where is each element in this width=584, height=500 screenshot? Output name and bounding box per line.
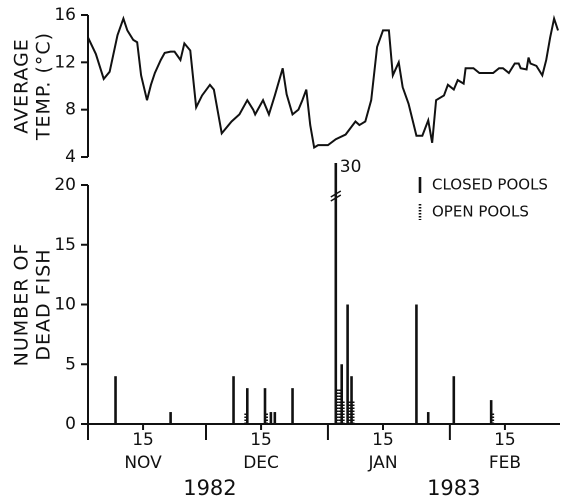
y-tick-label: 4: [65, 147, 76, 167]
x-tick-label: 15: [132, 430, 154, 450]
y-axis-label: AVERAGE: [11, 38, 33, 134]
y-axis-label: TEMP. (°C): [33, 32, 55, 141]
x-tick-label: 15: [372, 430, 394, 450]
legend-label: CLOSED POOLS: [432, 176, 548, 194]
data-label: 30: [340, 157, 362, 177]
month-label: JAN: [367, 453, 397, 473]
y-tick-label: 5: [65, 354, 76, 374]
temperature-line: [87, 14, 559, 150]
x-tick-label: 15: [250, 430, 272, 450]
y-tick-label: 20: [54, 175, 76, 195]
year-label: 1983: [427, 476, 480, 500]
y-tick-label: 15: [54, 235, 76, 255]
y-axis-label: NUMBER OF: [11, 243, 33, 367]
y-tick-label: 12: [54, 52, 76, 72]
y-tick-label: 10: [54, 295, 76, 315]
bars: [114, 163, 495, 424]
x-tick-label: 15: [494, 430, 516, 450]
y-tick-label: 8: [65, 100, 76, 120]
month-label: DEC: [243, 453, 279, 473]
month-label: FEB: [489, 453, 521, 473]
y-tick-label: 0: [65, 414, 76, 434]
axis-break: [330, 190, 342, 202]
year-label: 1982: [183, 476, 236, 500]
y-axis-label: DEAD FISH: [33, 248, 55, 360]
month-label: NOV: [124, 453, 162, 473]
y-tick-label: 16: [54, 5, 76, 25]
legend-label: OPEN POOLS: [432, 203, 529, 221]
